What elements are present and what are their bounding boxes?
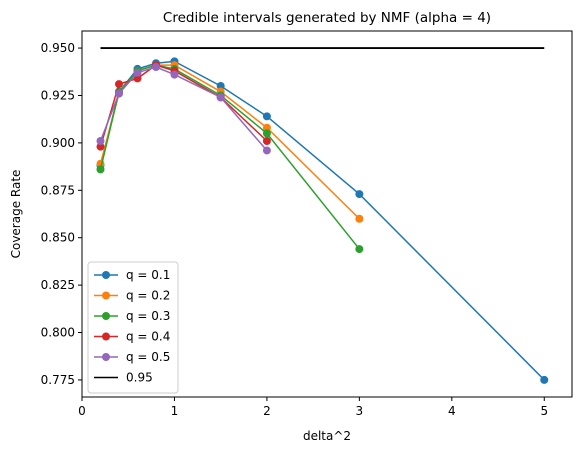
y-tick-label: 0.850 (41, 231, 75, 245)
x-tick-label: 0 (78, 404, 86, 418)
legend-item: q = 0.1 (94, 268, 170, 282)
legend-label: q = 0.3 (126, 309, 170, 323)
data-point (262, 146, 271, 155)
series-5 (96, 63, 271, 155)
y-axis: 0.775 0.800 0.825 0.850 0.875 0.900 0.925 0.950 (41, 41, 82, 387)
plot-frame (81, 30, 573, 398)
legend-swatch-marker (102, 332, 110, 341)
data-point (262, 123, 271, 132)
legend-item: q = 0.2 (94, 289, 170, 303)
data-point (96, 142, 105, 151)
legend-item: q = 0.3 (94, 309, 170, 323)
data-point (216, 81, 225, 90)
legend: q = 0.1 q = 0.2 q = 0.3 q = 0.4 q = 0.5 0.95 (87, 261, 179, 394)
y-tick-label: 0.775 (41, 373, 75, 387)
data-point (540, 375, 549, 384)
x-axis-title: delta^2 (303, 429, 351, 443)
legend-item: q = 0.4 (94, 330, 170, 344)
data-point (151, 63, 160, 72)
y-axis-title: Coverage Rate (9, 170, 23, 259)
x-tick-label: 5 (540, 404, 548, 418)
x-tick-label: 1 (171, 404, 179, 418)
y-tick-label: 0.800 (41, 326, 75, 340)
chart-title: Credible intervals generated by NMF (alp… (163, 10, 491, 26)
data-point (96, 136, 105, 145)
legend-swatch-marker (102, 312, 110, 320)
legend-label: 0.95 (126, 371, 153, 385)
x-tick-label: 4 (448, 404, 456, 418)
series-line (99, 64, 360, 250)
data-point (133, 68, 142, 77)
series-line (99, 64, 268, 147)
data-point (170, 70, 179, 79)
series-line (99, 64, 360, 220)
legend-item: q = 0.5 (94, 350, 170, 364)
data-point (262, 136, 271, 145)
data-point (216, 93, 225, 102)
x-axis: 0 1 2 3 4 5 (78, 397, 548, 418)
data-point (262, 112, 271, 121)
legend-label: q = 0.2 (126, 289, 170, 303)
legend-item: 0.95 (94, 371, 153, 385)
legend-swatch-marker (102, 271, 110, 279)
data-point (355, 214, 364, 223)
plot-area (96, 47, 549, 384)
legend-label: q = 0.5 (126, 350, 170, 364)
data-point (114, 89, 123, 98)
legend-label: q = 0.1 (126, 268, 170, 282)
x-tick-label: 2 (263, 404, 271, 418)
series-3 (96, 61, 364, 254)
data-point (114, 80, 123, 89)
data-point (96, 165, 105, 174)
y-tick-label: 0.875 (41, 183, 75, 197)
data-point (133, 74, 142, 83)
series-2 (96, 61, 364, 223)
legend-label: q = 0.4 (126, 330, 170, 344)
y-tick-label: 0.900 (41, 136, 75, 150)
x-tick-label: 3 (356, 404, 364, 418)
data-point (262, 129, 271, 138)
y-tick-label: 0.950 (41, 41, 75, 55)
y-tick-label: 0.825 (41, 278, 75, 292)
legend-swatch-marker (102, 291, 110, 300)
legend-swatch-marker (102, 353, 110, 361)
data-point (355, 190, 364, 199)
y-tick-label: 0.925 (41, 88, 75, 102)
data-point (355, 245, 364, 254)
